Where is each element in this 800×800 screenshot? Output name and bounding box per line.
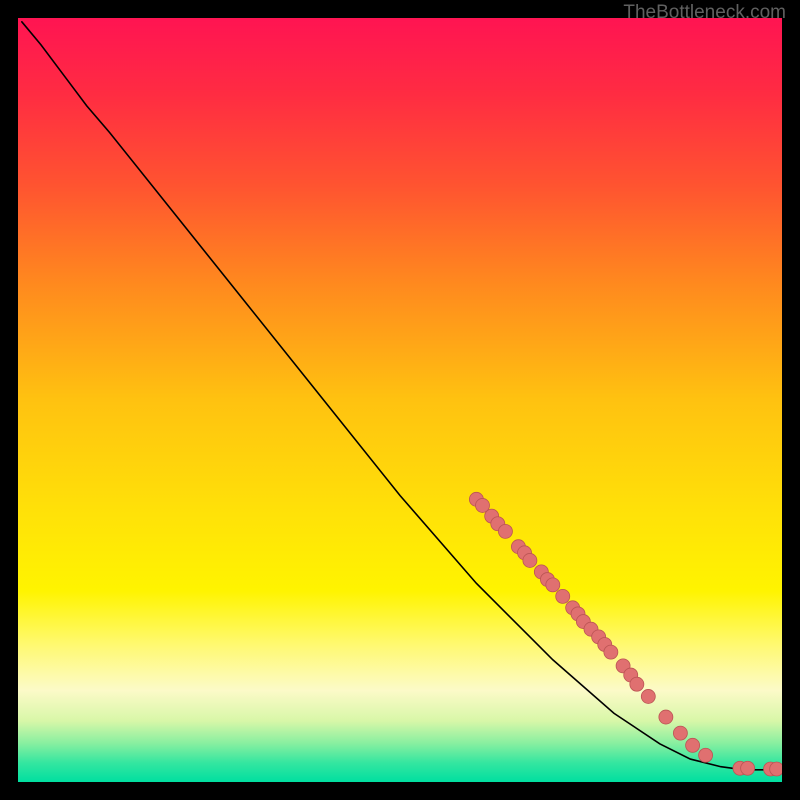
- chart-marker: [770, 762, 782, 776]
- chart-marker: [659, 710, 673, 724]
- chart-marker: [498, 524, 512, 538]
- chart-marker: [686, 738, 700, 752]
- chart-marker: [673, 726, 687, 740]
- chart-marker: [523, 553, 537, 567]
- chart-svg: [18, 18, 782, 782]
- chart-marker: [641, 689, 655, 703]
- chart-marker: [604, 645, 618, 659]
- chart-marker: [699, 748, 713, 762]
- chart-marker: [741, 761, 755, 775]
- chart-plot-area: [18, 18, 782, 782]
- chart-marker: [630, 677, 644, 691]
- chart-marker: [546, 578, 560, 592]
- watermark-text: TheBottleneck.com: [623, 2, 786, 24]
- chart-background: [18, 18, 782, 782]
- chart-marker: [556, 589, 570, 603]
